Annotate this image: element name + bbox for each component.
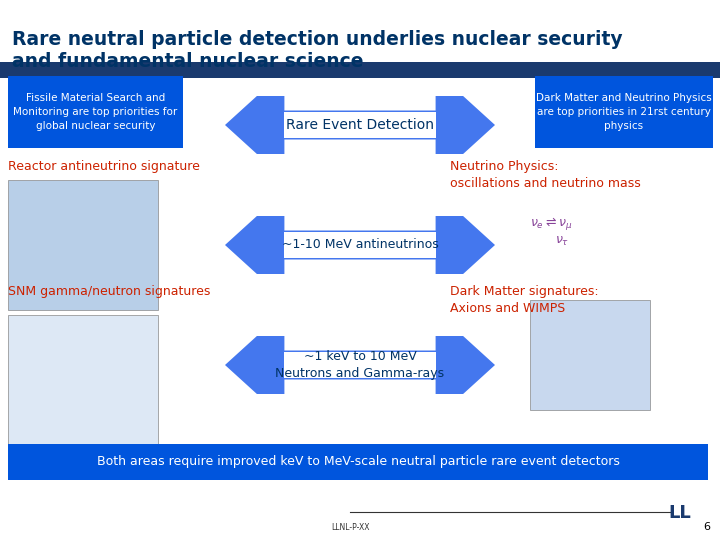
Text: $\nu_e \rightleftharpoons \nu_\mu$: $\nu_e \rightleftharpoons \nu_\mu$ [530,215,572,232]
Polygon shape [225,216,495,274]
Bar [284,352,436,378]
Text: SNM gamma/neutron signatures: SNM gamma/neutron signatures [8,285,210,298]
Polygon shape [225,336,495,394]
Text: ~1-10 MeV antineutrinos: ~1-10 MeV antineutrinos [282,239,438,252]
Bar [284,232,436,258]
Text: Dark Matter signatures:
Axions and WIMPS: Dark Matter signatures: Axions and WIMPS [450,285,598,315]
Bar [8,180,158,310]
Text: Both areas require improved keV to MeV-scale neutral particle rare event detecto: Both areas require improved keV to MeV-s… [96,456,619,469]
Bar [8,444,708,480]
Text: and fundamental nuclear science: and fundamental nuclear science [12,52,364,71]
Bar [8,76,183,148]
Text: LL: LL [669,504,691,522]
Bar [8,315,158,445]
Text: Dark Matter and Neutrino Physics
are top priorities in 21rst century
physics: Dark Matter and Neutrino Physics are top… [536,93,712,131]
Bar [284,112,436,138]
Text: Neutrino Physics:
oscillations and neutrino mass: Neutrino Physics: oscillations and neutr… [450,160,641,190]
Bar [530,300,650,410]
Text: Fissile Material Search and
Monitoring are top priorities for
global nuclear sec: Fissile Material Search and Monitoring a… [14,93,178,131]
Text: ~1 keV to 10 MeV
Neutrons and Gamma-rays: ~1 keV to 10 MeV Neutrons and Gamma-rays [276,350,444,380]
Text: $\nu_\tau$: $\nu_\tau$ [555,235,570,248]
Text: Reactor antineutrino signature: Reactor antineutrino signature [8,160,200,173]
Text: LLNL-P-XX: LLNL-P-XX [330,523,369,532]
Bar [535,76,713,148]
Text: 6: 6 [703,522,710,532]
Text: Rare Event Detection: Rare Event Detection [286,118,434,132]
Text: Rare neutral particle detection underlies nuclear security: Rare neutral particle detection underlie… [12,30,623,49]
Bar [0,62,720,78]
Polygon shape [225,96,495,154]
